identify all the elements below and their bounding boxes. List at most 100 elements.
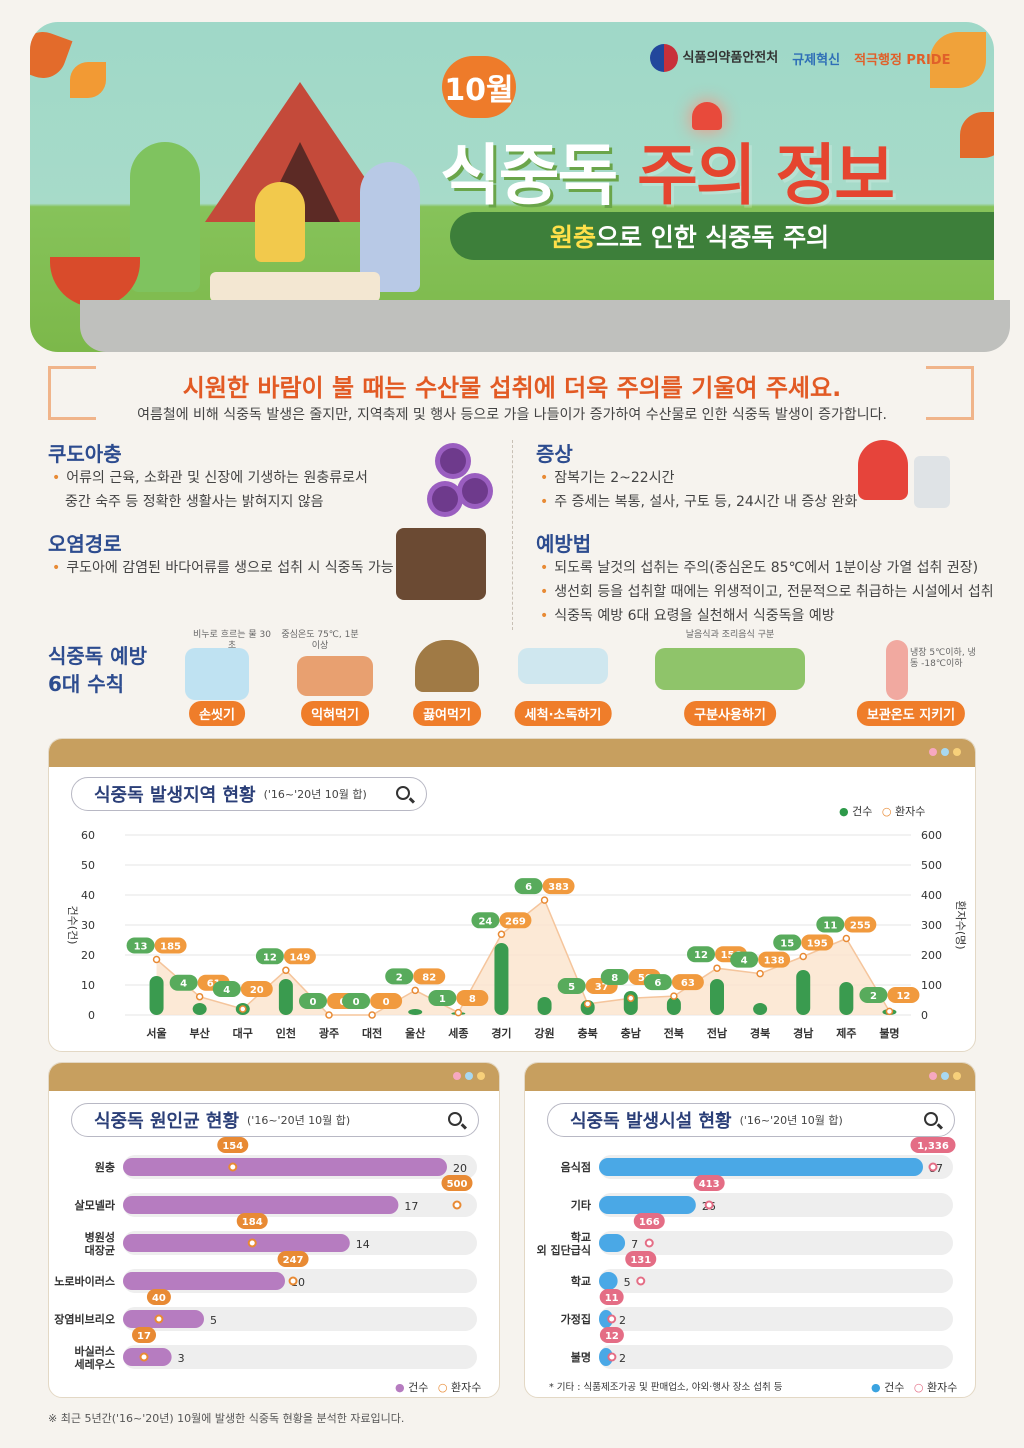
patients-label-bg xyxy=(240,981,273,997)
count-label-bg xyxy=(859,987,888,1003)
patients-label-bg xyxy=(910,1137,956,1153)
bracket-right xyxy=(926,366,974,420)
patients-point xyxy=(247,1238,257,1248)
count-bar xyxy=(149,976,164,1015)
patients-label-bg xyxy=(887,987,920,1003)
y2-tick-label: 600 xyxy=(921,829,942,842)
dish-icon xyxy=(518,648,608,684)
pathogen-panel: 식중독 원인균 현황 ('16~'20년 10월 합) 20 원충 154 17 살모넬… xyxy=(48,1062,500,1398)
x-tick-label: 울산 xyxy=(405,1026,425,1040)
pathogen-legend: ● 건수 ○ 환자수 xyxy=(395,1381,482,1394)
mfds-emblem-icon xyxy=(650,44,678,72)
rule-separate: 날음식과 조리음식 구분 구분사용하기 xyxy=(650,630,810,726)
x-tick-label: 충남 xyxy=(621,1026,641,1040)
count-bar xyxy=(599,1310,613,1328)
route-desc: • 쿠도아에 감염된 바다어류를 생으로 섭취 시 식중독 가능 xyxy=(52,556,394,580)
count-bar xyxy=(666,997,681,1015)
y-tick-label: 60 xyxy=(81,829,95,842)
category-label: 원충 xyxy=(95,1160,115,1174)
search-icon xyxy=(448,1112,462,1126)
patients-label: 255 xyxy=(850,921,871,932)
patients-label: 149 xyxy=(289,952,310,963)
facility-title-pill: 식중독 발생시설 현황 ('16~'20년 10월 합) xyxy=(547,1103,955,1137)
count-label: 12 xyxy=(263,952,277,963)
count-label-bg xyxy=(169,974,198,991)
count-value: 17 xyxy=(404,1200,418,1213)
y-tick-label: 0 xyxy=(88,1009,95,1022)
rule-wash: 세척·소독하기 xyxy=(508,630,618,726)
patients-point xyxy=(452,1200,462,1210)
count-label-bg xyxy=(428,990,457,1006)
count-bar xyxy=(192,1003,207,1015)
patients-point xyxy=(799,952,807,961)
father-illustration xyxy=(130,142,200,292)
subtitle-banner: 원충 으로 인한 식중독 주의 xyxy=(450,212,994,260)
count-value: 7 xyxy=(631,1238,638,1251)
patients-label: 269 xyxy=(505,916,526,927)
count-label-bg xyxy=(643,974,672,991)
count-label: 11 xyxy=(823,921,837,932)
patients-label-bg xyxy=(499,912,532,929)
patients-label-bg xyxy=(370,993,403,1009)
count-label: 4 xyxy=(180,979,187,990)
patients-label-bg xyxy=(413,968,446,985)
facility-panel: 식중독 발생시설 현황 ('16~'20년 10월 합) 87음식점1,3362… xyxy=(524,1062,976,1398)
facility-legend: ● 건수 ○ 환자수 xyxy=(871,1381,958,1394)
category-label: 병원성 xyxy=(85,1230,115,1244)
count-value: 5 xyxy=(210,1314,217,1327)
rule-handwash: 비누로 흐르는 물 30초 손씻기 xyxy=(162,630,272,726)
category-label: 대장균 xyxy=(85,1243,115,1257)
count-label-bg xyxy=(730,951,759,968)
list-item: • 잠복기는 2~22시간 xyxy=(540,470,675,486)
list-item: • 되도록 날것의 섭취는 주의(중심온도 85℃에서 1분이상 가열 섭취 권장… xyxy=(540,560,979,576)
patients-point xyxy=(627,994,635,1002)
x-tick-label: 부산 xyxy=(190,1026,210,1040)
patients-point xyxy=(636,1276,646,1286)
facility-note: * 기타 : 식품제조가공 및 판매업소, 야외·행사 장소 섭취 등 xyxy=(549,1382,783,1393)
patients-point xyxy=(152,955,161,964)
patients-point xyxy=(756,969,764,978)
patients-label: 8 xyxy=(469,994,476,1005)
patients-label: 156 xyxy=(721,950,742,961)
patients-label-bg xyxy=(671,974,704,991)
patients-label: 20 xyxy=(250,985,264,996)
region-legend: ● 건수 ○ 환자수 xyxy=(839,805,926,818)
count-value: 5 xyxy=(624,1276,631,1289)
panel-header xyxy=(49,739,975,767)
symptom-title: 증상 xyxy=(536,442,573,466)
rule-cook: 중심온도 75℃, 1분이상 익혀먹기 xyxy=(280,630,390,726)
x-tick-label: 경남 xyxy=(793,1026,813,1040)
pathogen-chart: 20원충15417살모넬라50014병원성대장균18410노로바이러스2475장… xyxy=(54,1137,477,1371)
footnote: ※ 최근 5년간('16~'20년) 10월에 발생한 식중독 현황을 분석한 … xyxy=(48,1412,405,1425)
count-label-bg xyxy=(299,993,327,1009)
maple-leaf-icon xyxy=(930,32,986,88)
patients-label-bg xyxy=(844,916,877,933)
count-label-bg xyxy=(471,912,500,929)
patients-label-bg xyxy=(132,1327,157,1343)
count-bar xyxy=(123,1158,447,1176)
patients-label: 154 xyxy=(222,1141,243,1152)
patients-point xyxy=(928,1162,938,1172)
patients-label-bg xyxy=(441,1175,473,1191)
parasite-icon xyxy=(440,448,466,474)
thermometer-icon xyxy=(886,640,908,700)
kettle-icon xyxy=(415,640,479,692)
count-label: 4 xyxy=(223,985,230,996)
pride-logo: 적극행정 PRIDE xyxy=(854,52,951,68)
count-label: 0 xyxy=(310,997,317,1008)
category-label: 음식점 xyxy=(561,1160,591,1174)
patients-label: 61 xyxy=(207,979,221,990)
patients-point xyxy=(607,1352,617,1362)
window-dots xyxy=(929,748,961,756)
patients-point xyxy=(228,1162,238,1172)
patients-point xyxy=(704,1200,714,1210)
patients-label-bg xyxy=(154,937,187,954)
pot-icon xyxy=(297,656,373,696)
patients-label: 195 xyxy=(807,939,828,950)
rule-temperature: 냉장 5℃이하, 냉동 -18℃이하 보관온도 지키기 xyxy=(848,630,976,726)
patients-label: 40 xyxy=(152,1293,166,1304)
count-label-bg xyxy=(816,916,845,933)
patients-point xyxy=(454,1008,463,1017)
patients-point xyxy=(644,1238,654,1248)
patients-point xyxy=(885,1007,894,1016)
